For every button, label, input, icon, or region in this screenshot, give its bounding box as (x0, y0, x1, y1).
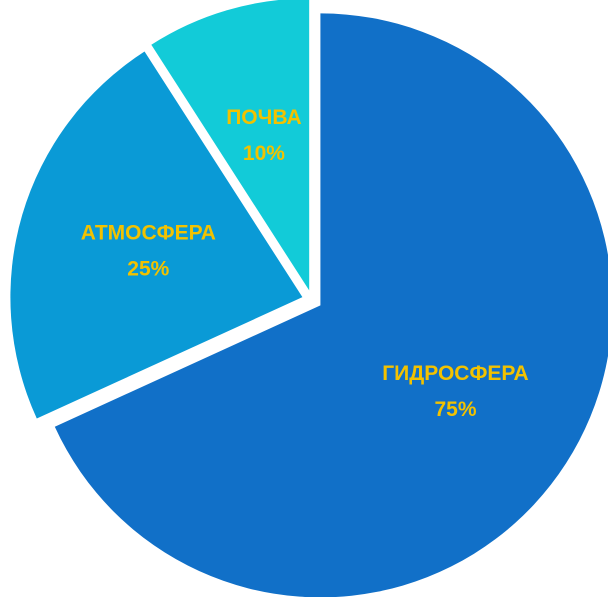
slice-label: ПОЧВА (226, 106, 301, 129)
pie-slice (10, 51, 303, 419)
value-label: 10% (243, 142, 285, 165)
pie-slice (54, 13, 608, 597)
slice-label: АТМОСФЕРА (81, 221, 216, 244)
value-label: 25% (127, 257, 169, 280)
value-label: 75% (435, 398, 477, 421)
slice-label: ГИДРОСФЕРА (382, 362, 528, 385)
pie-slice (151, 0, 310, 291)
